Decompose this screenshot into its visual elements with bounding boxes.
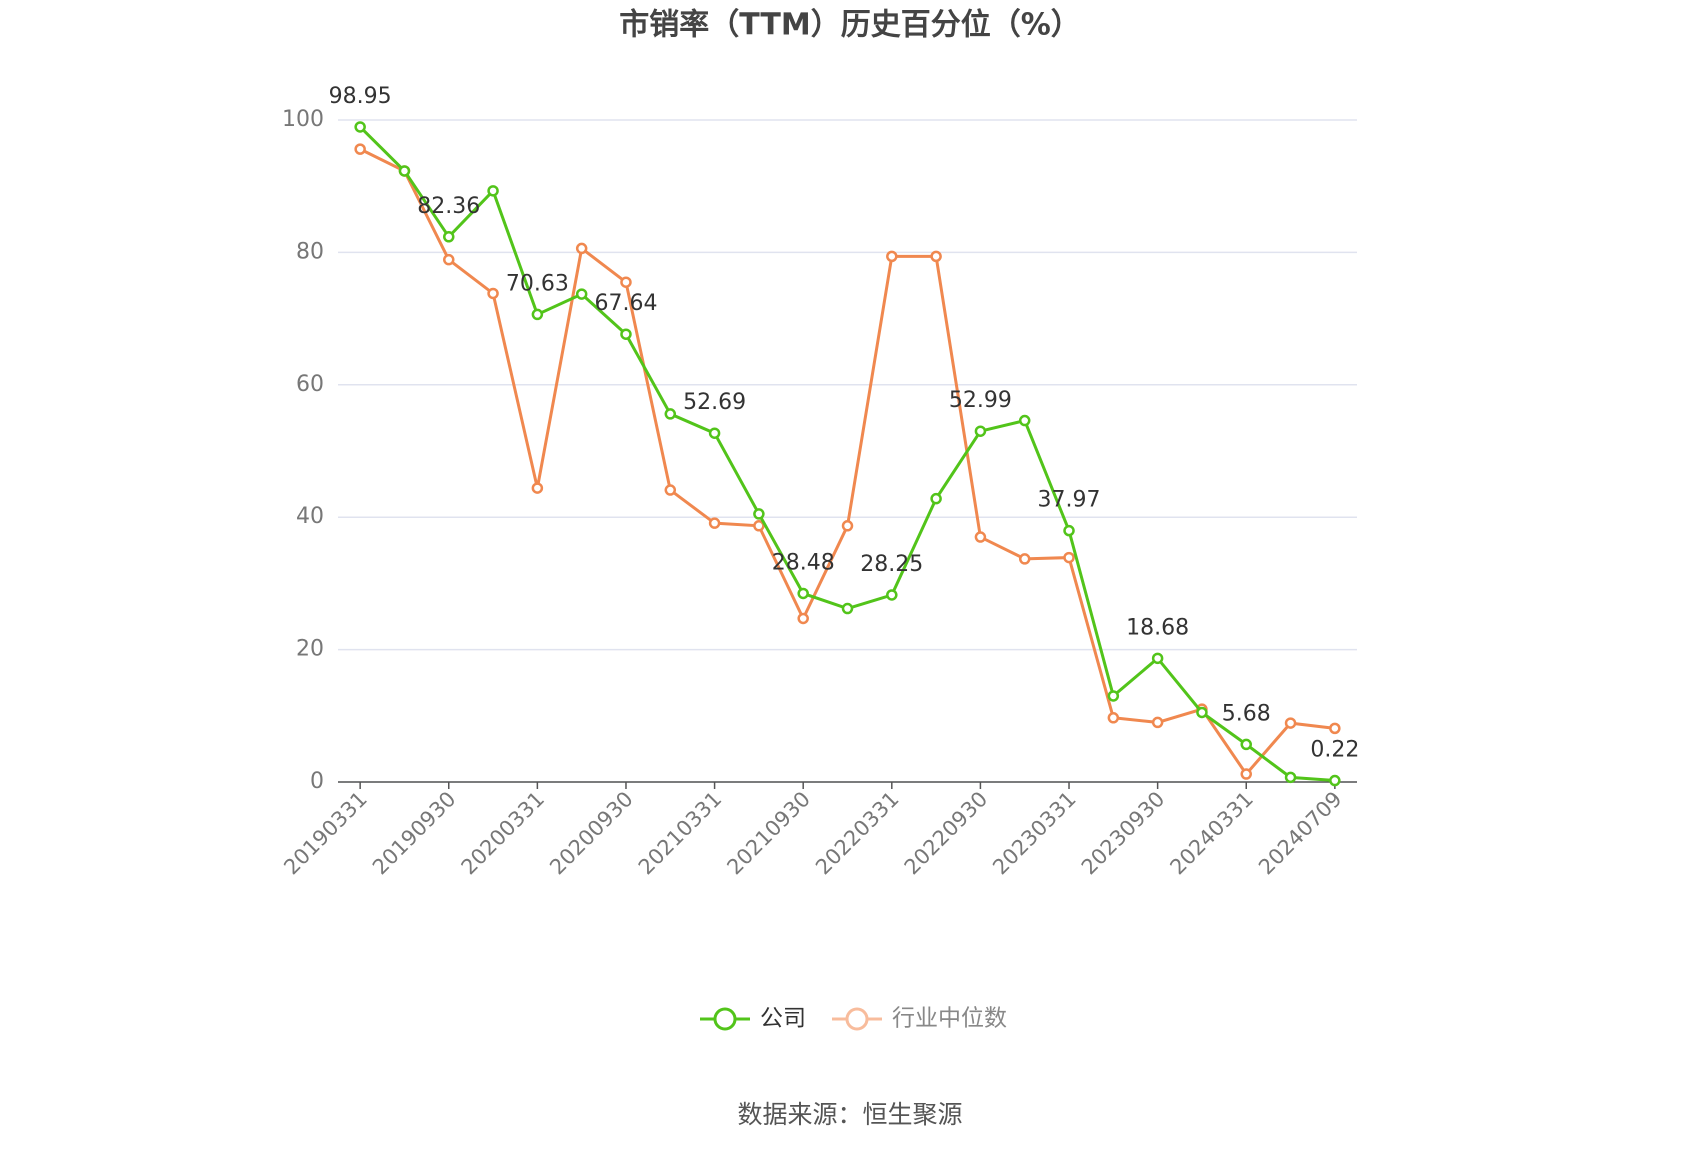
data-label: 28.48 xyxy=(772,550,835,575)
x-tick-label: 20240709 xyxy=(1254,787,1347,880)
point xyxy=(930,250,942,263)
point xyxy=(398,165,411,177)
point xyxy=(797,612,809,625)
point xyxy=(620,328,632,340)
point xyxy=(708,517,721,529)
legend-item[interactable]: 行业中位数 xyxy=(832,1006,1007,1032)
point xyxy=(531,482,544,494)
y-tick-label: 20 xyxy=(296,637,324,662)
point xyxy=(886,589,898,601)
source: 数据来源：恒生聚源 xyxy=(737,1100,962,1129)
point xyxy=(974,425,987,437)
point xyxy=(487,185,499,197)
legend-label: 行业中位数 xyxy=(892,1006,1007,1032)
point xyxy=(487,287,499,300)
y-tick-label: 40 xyxy=(296,504,324,529)
x-tick-label: 20230930 xyxy=(1077,787,1170,880)
point xyxy=(1329,774,1341,787)
point xyxy=(886,250,898,263)
point xyxy=(1284,771,1297,784)
chart-title: 市销率（TTM）历史百分位（%） xyxy=(619,8,1081,43)
point xyxy=(1107,712,1120,724)
x-tick-label: 20220930 xyxy=(900,787,993,880)
legend-label: 公司 xyxy=(760,1006,806,1032)
point xyxy=(974,531,987,543)
data-label: 52.69 xyxy=(683,390,746,415)
point xyxy=(1063,524,1075,537)
legend-symbol xyxy=(845,1007,869,1031)
x-tick-label: 20200331 xyxy=(457,787,550,880)
point xyxy=(753,508,765,520)
point xyxy=(664,484,677,496)
x-tick-label: 20210331 xyxy=(634,787,727,880)
point xyxy=(1329,722,1341,735)
x-tick-label: 20190930 xyxy=(368,787,461,880)
point xyxy=(664,408,677,420)
point xyxy=(575,242,588,255)
x-tick-label: 20210930 xyxy=(722,787,815,880)
data-label: 37.97 xyxy=(1038,488,1101,513)
point xyxy=(1107,690,1120,702)
point xyxy=(443,231,455,243)
point xyxy=(841,520,854,532)
legend-symbol xyxy=(713,1007,737,1031)
point xyxy=(575,288,588,300)
point xyxy=(1284,717,1297,729)
x-tick-label: 20190331 xyxy=(279,787,372,880)
data-label: 52.99 xyxy=(949,388,1012,413)
point xyxy=(620,276,632,288)
data-label: 5.68 xyxy=(1222,701,1271,726)
data-label: 82.36 xyxy=(417,194,480,219)
legend-item[interactable]: 公司 xyxy=(700,1006,806,1032)
data-label: 98.95 xyxy=(329,84,392,109)
data-label: 28.25 xyxy=(860,552,923,577)
y-tick-label: 80 xyxy=(296,239,324,264)
x-tick-label: 20230331 xyxy=(988,787,1081,880)
point xyxy=(1196,706,1208,719)
point xyxy=(1151,716,1164,729)
point xyxy=(753,520,765,532)
x-tick-label: 20220331 xyxy=(811,787,904,880)
point xyxy=(1018,414,1031,427)
point xyxy=(930,492,942,505)
point xyxy=(443,253,455,266)
point xyxy=(1063,551,1075,564)
point xyxy=(1151,652,1164,665)
data-label: 70.63 xyxy=(506,271,569,296)
y-tick-label: 100 xyxy=(282,107,324,132)
point xyxy=(1240,768,1252,780)
y-tick-label: 0 xyxy=(310,769,324,794)
data-label: 0.22 xyxy=(1310,738,1359,763)
point xyxy=(354,143,366,155)
y-tick-label: 60 xyxy=(296,372,324,397)
series-line xyxy=(359,125,1335,783)
point xyxy=(531,308,544,321)
series-line xyxy=(359,147,1336,777)
point xyxy=(797,587,809,600)
data-label: 18.68 xyxy=(1126,615,1189,640)
point xyxy=(708,427,721,439)
point xyxy=(1018,553,1031,565)
x-tick-label: 20200930 xyxy=(545,787,638,880)
x-tick-label: 20240331 xyxy=(1165,787,1258,880)
data-label: 67.64 xyxy=(594,291,657,316)
point xyxy=(841,602,854,615)
point xyxy=(354,121,366,133)
point xyxy=(1240,738,1252,751)
